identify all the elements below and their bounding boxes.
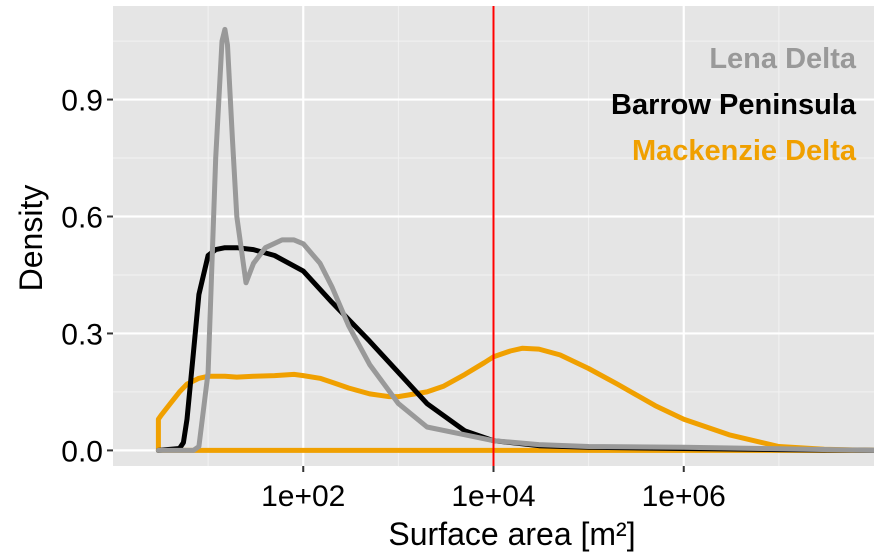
series-line-lena-delta: [155, 26, 874, 453]
x-axis: 1e+02 1e+04 1e+06: [261, 466, 726, 513]
legend: Lena Delta Barrow Peninsula Mackenzie Delt…: [611, 43, 857, 167]
y-tick-label: 0.9: [61, 85, 103, 118]
x-axis-title: Surface area [m²]: [388, 516, 635, 552]
y-tick-label: 0.6: [61, 202, 103, 235]
y-tick-label: 0.0: [61, 435, 103, 468]
legend-entry-mackenzie-delta: Mackenzie Delta: [632, 135, 857, 167]
x-tick-label: 1e+06: [642, 480, 726, 513]
y-axis: 0.0 0.3 0.6 0.9: [61, 85, 113, 468]
x-tick-label: 1e+04: [451, 480, 535, 513]
x-tick-label: 1e+02: [261, 480, 345, 513]
y-tick-label: 0.3: [61, 318, 103, 351]
legend-entry-barrow-peninsula: Barrow Peninsula: [611, 89, 857, 121]
legend-entry-lena-delta: Lena Delta: [709, 43, 857, 75]
series-layer: [155, 26, 874, 453]
y-axis-title: Density: [13, 185, 49, 292]
